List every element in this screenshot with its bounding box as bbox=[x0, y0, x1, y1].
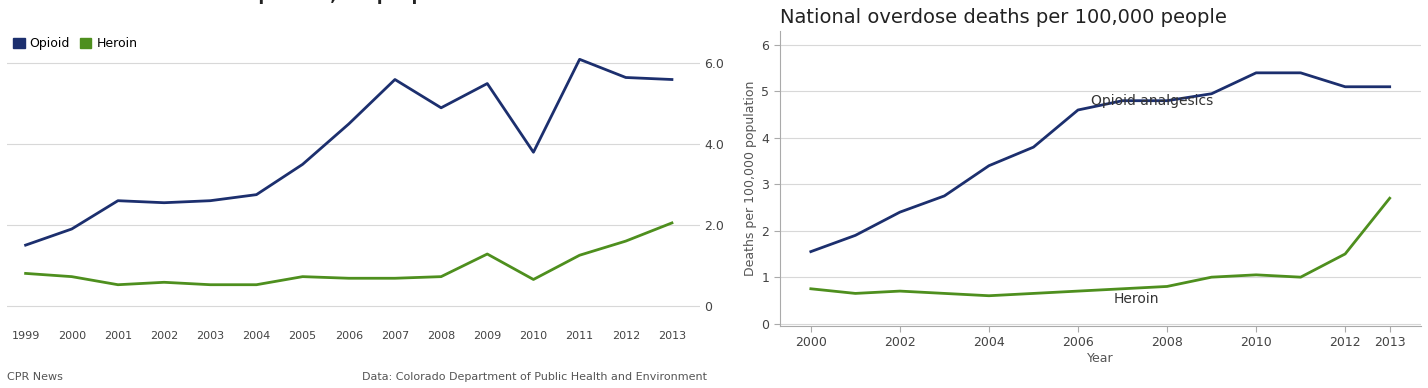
Text: Data: Colorado Department of Public Health and Environment: Data: Colorado Department of Public Heal… bbox=[361, 372, 707, 382]
Legend: Opioid, Heroin: Opioid, Heroin bbox=[13, 37, 137, 50]
Text: CPR News: CPR News bbox=[7, 372, 63, 382]
Text: Colorado overdose deaths per 100,000 people: Colorado overdose deaths per 100,000 peo… bbox=[7, 0, 441, 5]
X-axis label: Year: Year bbox=[1087, 352, 1114, 365]
Text: Opioid analgesics: Opioid analgesics bbox=[1091, 94, 1214, 107]
Y-axis label: Deaths per 100,000 population: Deaths per 100,000 population bbox=[744, 81, 757, 276]
Text: National overdose deaths per 100,000 people: National overdose deaths per 100,000 peo… bbox=[780, 8, 1227, 27]
Text: Heroin: Heroin bbox=[1114, 292, 1160, 306]
